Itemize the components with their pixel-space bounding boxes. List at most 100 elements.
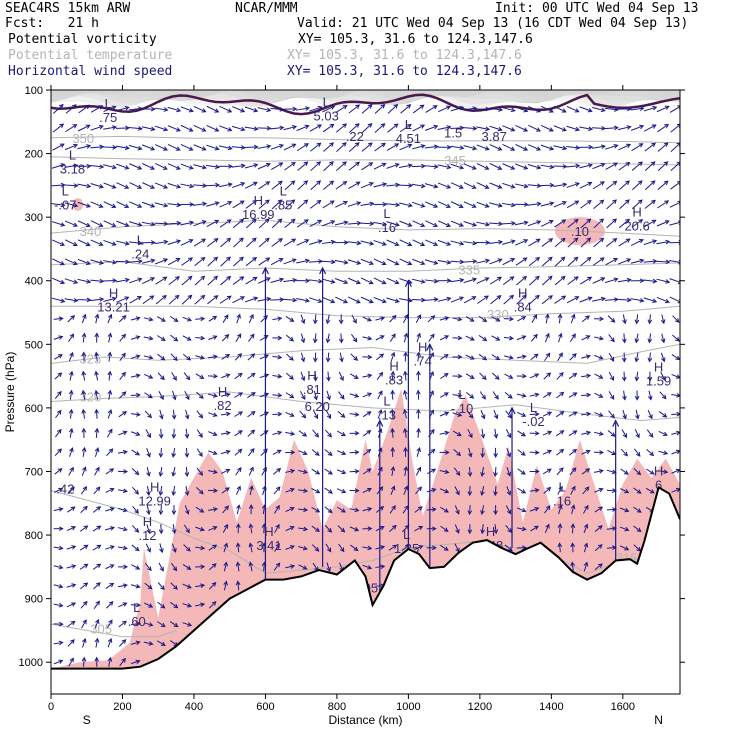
wind-arrow <box>310 142 321 152</box>
wind-arrow-head <box>520 451 526 456</box>
wind-arrow <box>285 431 295 435</box>
wind-arrow-head <box>510 107 516 113</box>
wind-arrow <box>95 428 98 438</box>
wind-arrow <box>566 106 579 113</box>
wind-arrow-head <box>98 203 104 208</box>
wind-arrow-head <box>277 335 283 341</box>
wind-arrow <box>157 353 165 361</box>
wind-arrow-head <box>109 487 115 493</box>
wind-arrow-head <box>546 392 552 397</box>
wind-arrow-head <box>58 526 64 532</box>
wind-arrow <box>231 182 245 189</box>
wind-arrow-head <box>290 431 296 436</box>
wind-arrow-head <box>58 316 64 322</box>
wind-arrow-head <box>394 298 400 303</box>
wind-arrow-head <box>459 145 465 151</box>
wind-arrow-head <box>572 448 578 454</box>
wind-arrow <box>285 565 295 569</box>
wind-arrow-head <box>549 164 555 170</box>
wind-arrow <box>208 508 218 511</box>
wind-arrow-head <box>455 528 460 534</box>
wind-arrow <box>141 126 155 131</box>
wind-arrow <box>608 352 615 362</box>
wind-arrow-head <box>290 180 296 185</box>
wind-arrow <box>363 430 371 437</box>
wind-arrow <box>386 143 399 151</box>
wind-arrow <box>309 219 322 228</box>
wind-arrow-head <box>186 355 192 361</box>
wind-arrow <box>115 279 129 283</box>
wind-arrow-head <box>107 313 113 319</box>
wind-arrow <box>504 544 513 551</box>
wind-arrow-head <box>162 276 168 281</box>
wind-arrow-head <box>98 222 104 228</box>
wind-arrow <box>541 295 553 305</box>
wind-arrow <box>80 486 87 495</box>
wind-arrow <box>182 603 192 607</box>
wind-arrow <box>53 641 63 645</box>
wind-arrow-head <box>484 146 490 151</box>
wind-arrow-head <box>639 106 645 111</box>
wind-arrow <box>247 392 256 399</box>
wind-arrow <box>566 165 580 168</box>
wind-arrow-head <box>339 376 344 382</box>
wind-arrow-head <box>201 108 207 113</box>
wind-arrow-head <box>58 659 64 664</box>
wind-arrow <box>374 123 385 133</box>
wind-arrow <box>463 163 477 170</box>
wind-arrow <box>351 314 357 324</box>
wind-arrow <box>604 127 618 130</box>
wind-arrow-head <box>433 241 439 247</box>
wind-arrow <box>594 488 603 493</box>
wind-arrow <box>300 352 305 362</box>
wind-arrow <box>52 258 65 265</box>
wind-arrow-head <box>674 318 680 323</box>
wind-arrow-head <box>82 485 87 491</box>
wind-arrow <box>630 259 644 264</box>
wind-arrow <box>440 373 449 380</box>
wind-arrow <box>656 240 670 245</box>
wind-arrow-head <box>343 279 349 285</box>
wind-arrow-head <box>484 203 490 208</box>
header-init: Init: 00 UTC Wed 04 Sep 13 <box>495 1 699 16</box>
wind-arrow <box>528 144 541 151</box>
wind-arrow-head <box>497 165 503 170</box>
wind-arrow <box>324 468 333 475</box>
wind-arrow-head <box>613 162 618 167</box>
wind-arrow-head <box>277 430 283 436</box>
wind-arrow-head <box>200 294 206 300</box>
wind-arrow-head <box>471 203 477 208</box>
wind-arrow <box>118 639 126 647</box>
wind-arrow <box>594 412 603 417</box>
wind-arrow-head <box>587 276 593 282</box>
wind-arrow-head <box>121 639 127 644</box>
wind-arrow <box>273 562 280 571</box>
wind-arrow-head <box>188 239 194 244</box>
wind-arrow <box>604 298 618 301</box>
wind-arrow-head <box>381 298 387 304</box>
wind-arrow-head <box>94 637 100 643</box>
wind-arrow-head <box>521 393 527 398</box>
wind-arrow-head <box>174 294 180 300</box>
wind-arrow <box>93 601 100 609</box>
wind-arrow-head <box>58 583 64 589</box>
wind-arrow-head <box>263 448 268 454</box>
wind-arrow <box>631 143 643 152</box>
wind-arrow-head <box>99 297 105 302</box>
wind-arrow-head <box>69 466 74 472</box>
wind-arrow-head <box>638 161 643 167</box>
wind-arrow <box>144 582 153 590</box>
wind-arrow-head <box>187 603 193 608</box>
wind-arrow-head <box>122 620 127 626</box>
wind-arrow-head <box>381 142 386 148</box>
wind-arrow <box>592 181 605 190</box>
wind-arrow-head <box>303 180 309 185</box>
wind-arrow <box>321 278 335 283</box>
wind-arrow <box>257 145 271 149</box>
wind-arrow-head <box>135 335 141 340</box>
wind-arrow <box>103 239 116 246</box>
wind-arrow <box>362 411 372 418</box>
wind-arrow <box>324 506 333 513</box>
wind-arrow <box>529 373 539 379</box>
wind-arrow-head <box>457 335 463 341</box>
